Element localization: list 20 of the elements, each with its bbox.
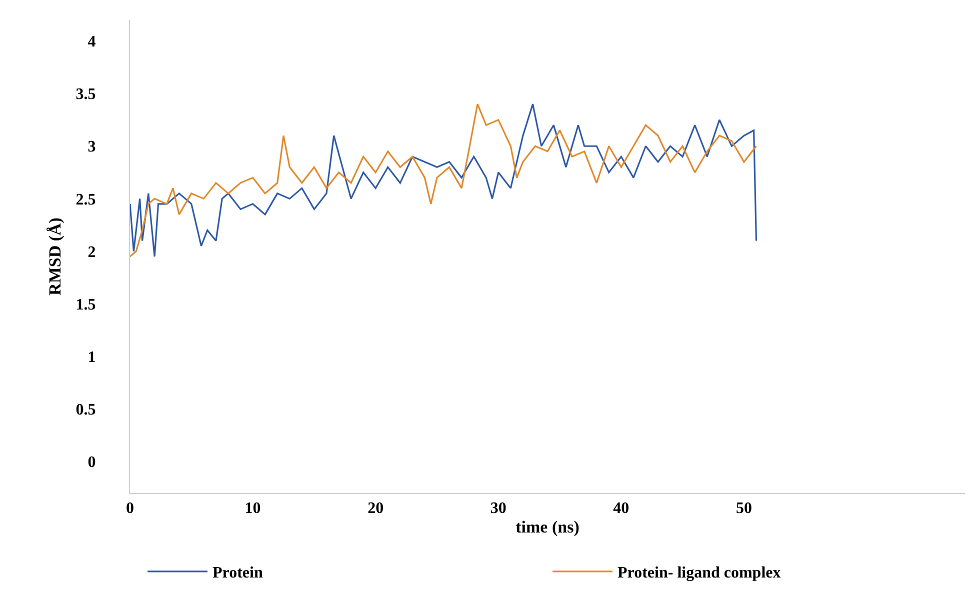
x-tick-label: 20 [368, 500, 384, 518]
y-tick-label: 2.5 [76, 191, 96, 208]
y-tick-label: 1 [88, 348, 96, 366]
y-tick-label: 4 [88, 34, 96, 51]
legend-label: Protein [212, 564, 263, 582]
y-tick-label: 2 [88, 244, 96, 261]
y-tick-label: 0 [88, 454, 96, 472]
y-tick-label: 3.5 [76, 86, 96, 104]
x-tick-label: 40 [613, 500, 630, 518]
y-tick-label: 1.5 [76, 296, 96, 314]
x-tick-label: 50 [736, 500, 752, 518]
x-tick-label: 10 [244, 500, 261, 518]
y-tick-label: 3 [88, 138, 96, 156]
line-series [130, 103, 758, 258]
legend-label: Protein- ligand complex [618, 564, 781, 582]
x-tick-label: 0 [126, 500, 134, 518]
y-tick-label: 0.5 [76, 402, 96, 419]
x-axis-title: time (ns) [516, 518, 580, 537]
y-axis-title: RMSD (Å) [45, 218, 64, 296]
x-tick-label: 30 [490, 500, 506, 518]
